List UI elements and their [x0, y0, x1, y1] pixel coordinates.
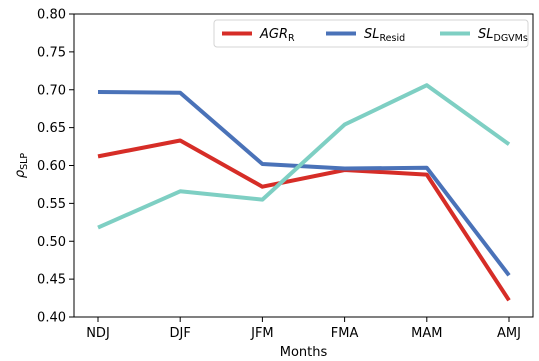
- legend-label: AGRR: [259, 27, 295, 44]
- x-tick-label: FMA: [331, 326, 359, 341]
- x-tick-label: JFM: [250, 326, 274, 341]
- y-axis-label-main: ρ: [13, 169, 28, 178]
- legend-label: SLResid: [364, 27, 405, 44]
- x-tick-label: DJF: [170, 326, 191, 341]
- legend: AGRR SLResid SLDGVMs: [213, 19, 529, 48]
- y-axis-label-sub: SLP: [19, 153, 30, 170]
- x-axis-ticks: NDJ DJF JFM FMA MAM AMJ: [86, 317, 521, 341]
- y-tick-label: 0.75: [37, 45, 66, 60]
- y-tick-label: 0.80: [37, 8, 66, 23]
- y-axis-ticks: 0.40 0.45 0.50 0.55 0.60 0.65 0.70 0.75 0.80: [37, 8, 74, 326]
- y-tick-label: 0.50: [37, 235, 66, 250]
- y-tick-label: 0.55: [37, 197, 66, 212]
- series-line-agr-r: [97, 138, 511, 302]
- legend-box: [213, 19, 529, 48]
- x-axis-label: Months: [280, 345, 328, 360]
- series-line-sl-dgvms: [97, 83, 511, 230]
- y-tick-label: 0.40: [37, 311, 66, 326]
- series-layer: [97, 83, 511, 302]
- y-tick-label: 0.70: [37, 83, 66, 98]
- y-tick-label: 0.45: [37, 273, 66, 288]
- y-axis-label: ρSLP: [13, 153, 30, 179]
- legend-label: SLDGVMs: [478, 27, 528, 44]
- y-tick-label: 0.60: [37, 159, 66, 174]
- y-tick-label: 0.65: [37, 121, 66, 136]
- x-tick-label: NDJ: [86, 326, 110, 341]
- x-tick-label: MAM: [411, 326, 442, 341]
- series-line-sl-resid: [97, 90, 511, 277]
- x-tick-label: AMJ: [497, 326, 521, 341]
